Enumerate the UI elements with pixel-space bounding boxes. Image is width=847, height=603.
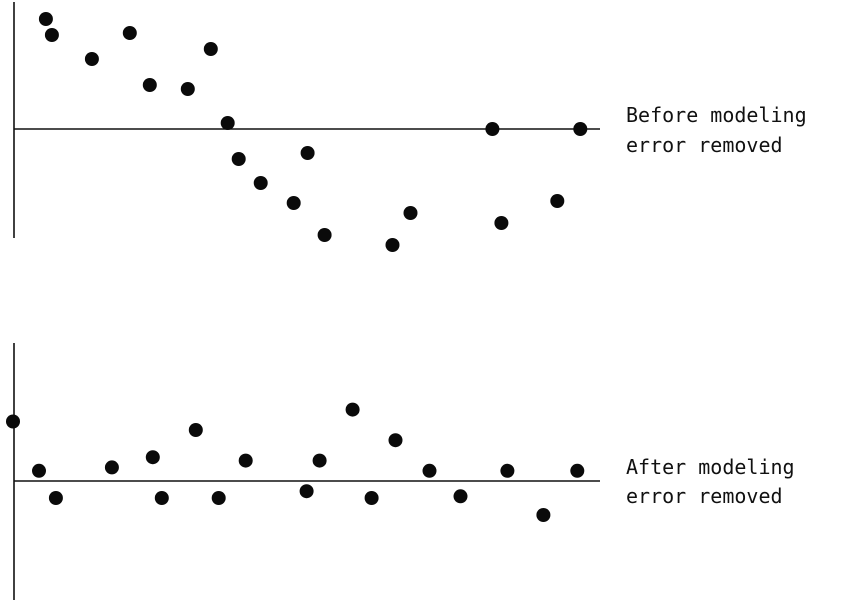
panel-after-point-19	[570, 463, 585, 478]
panel-after-point-6	[154, 491, 169, 505]
panel-after-point-8	[211, 491, 226, 505]
panel-before-point-12	[300, 146, 315, 160]
panel-before-point-6	[180, 82, 195, 96]
panel-after-point-12	[345, 402, 360, 417]
panel-after-point-13	[364, 491, 379, 505]
panel-after-point-10	[299, 484, 314, 499]
panel-after-point-17	[500, 463, 515, 478]
panel-before-label-line-1: Before modeling	[626, 103, 807, 127]
panel-before-point-9	[231, 152, 246, 166]
panel-after-point-16	[453, 489, 468, 504]
panel-before-point-15	[403, 206, 418, 220]
panel-after-point-1	[6, 414, 20, 429]
panel-after-point-9	[238, 453, 253, 468]
panel-before-point-17	[494, 216, 509, 230]
panel-after-point-3	[48, 491, 63, 505]
panel-before-points	[38, 12, 588, 252]
panel-before-point-4	[122, 26, 137, 40]
panel-before-point-19	[573, 122, 588, 136]
panel-before-point-8	[220, 116, 235, 130]
panel-after-point-14	[388, 433, 403, 448]
panel-before-point-18	[550, 194, 565, 208]
panel-after-point-7	[188, 423, 203, 437]
panel-after-label-line-1: After modeling	[626, 455, 795, 479]
panel-before-point-7	[203, 42, 218, 56]
panel-before-point-5	[142, 78, 157, 92]
panel-before-point-14	[385, 238, 400, 252]
panel-after-point-2	[32, 463, 46, 478]
panel-before-point-13	[317, 228, 332, 242]
panel-before: Before modeling error removed	[13, 2, 807, 252]
panel-after-point-18	[536, 508, 551, 522]
panel-after-points	[6, 402, 585, 522]
panel-before-point-10	[253, 176, 268, 190]
panel-before-point-16	[485, 122, 500, 136]
panel-after: After modeling error removed	[6, 343, 795, 600]
panel-after-point-5	[145, 450, 160, 465]
panel-after-label-line-2: error removed	[626, 484, 783, 508]
panel-after-point-11	[312, 453, 327, 468]
panel-before-point-11	[286, 196, 301, 210]
panel-before-point-2	[44, 28, 59, 42]
panel-after-point-15	[422, 463, 437, 478]
panel-before-point-1	[38, 12, 53, 26]
panel-after-point-4	[104, 460, 119, 475]
panel-before-point-3	[84, 52, 99, 66]
panel-before-label-line-2: error removed	[626, 133, 783, 157]
